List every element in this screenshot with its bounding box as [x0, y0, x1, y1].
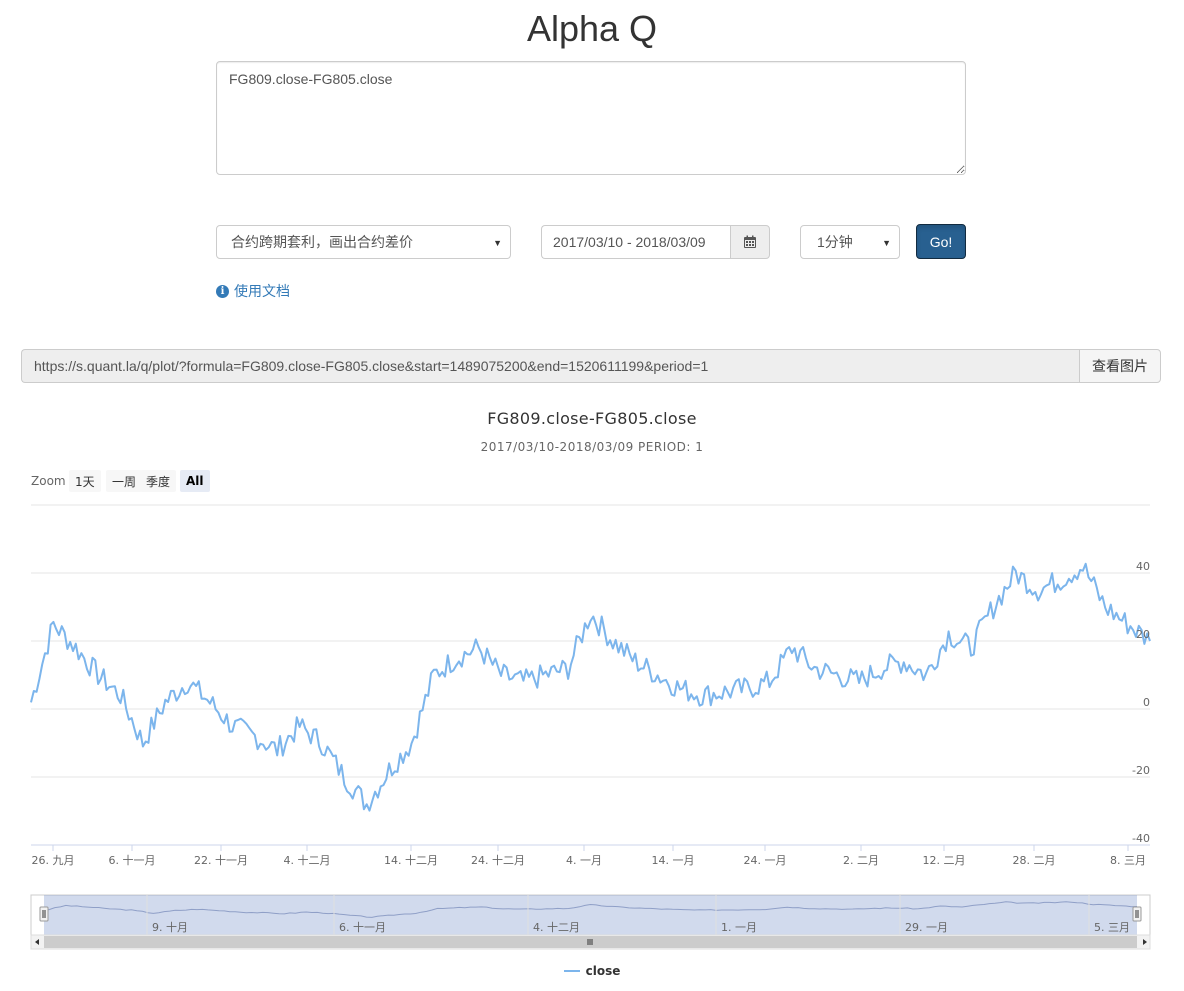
formula-input[interactable] [216, 61, 966, 175]
date-range-picker[interactable]: 2017/03/10 - 2018/03/09 [541, 225, 770, 259]
legend-label: close [585, 964, 621, 978]
chart-subtitle: 2017/03/10-2018/03/09 PERIOD: 1 [480, 440, 704, 454]
chart: 40 20 0 -20 -40 26. 九月 6. 十一月 22. 十一月 4. 十二月 14.… [30, 504, 1151, 950]
navigator-mask [44, 895, 1137, 935]
zoom-1d-button[interactable]: 1天 [69, 470, 101, 492]
plot-url-input[interactable]: https://s.quant.la/q/plot/?formula=FG809… [21, 349, 1079, 383]
scroll-right-arrow-icon[interactable] [1143, 939, 1147, 945]
navigator-tick-label: 6. 十一月 [339, 920, 386, 934]
x-tick-label: 14. 一月 [652, 854, 695, 867]
view-image-button[interactable]: 查看图片 [1079, 349, 1161, 383]
x-tick-label: 12. 二月 [923, 854, 966, 867]
navigator-tick-label: 4. 十二月 [533, 920, 580, 934]
grid [31, 504, 1150, 846]
navigator-tick-label: 29. 一月 [905, 921, 948, 934]
scroll-left-arrow-icon[interactable] [35, 939, 39, 945]
calendar-button[interactable] [730, 225, 770, 259]
x-tick-label: 26. 九月 [32, 854, 75, 867]
y-tick-label: -40 [1132, 832, 1150, 845]
doc-link-label: 使用文档 [234, 283, 290, 299]
series-line [30, 562, 1151, 812]
doc-link[interactable]: i 使用文档 [216, 281, 290, 301]
navigator-series [43, 901, 1138, 918]
legend[interactable]: close [0, 964, 1184, 978]
x-tick-label: 28. 二月 [1013, 854, 1056, 867]
calendar-icon [744, 235, 756, 248]
x-tick-label: 8. 三月 [1110, 854, 1146, 867]
date-range-input[interactable]: 2017/03/10 - 2018/03/09 [541, 225, 730, 259]
strategy-select-value: 合约跨期套利，画出合约差价 [231, 234, 413, 250]
info-circle-icon: i [216, 284, 229, 298]
x-tick-label: 24. 一月 [744, 854, 787, 867]
period-select-value: 1分钟 [817, 234, 853, 250]
x-tick-label: 22. 十一月 [194, 853, 248, 867]
series-close [30, 562, 1151, 812]
navigator-right-handle[interactable] [1132, 906, 1142, 922]
navigator[interactable]: 9. 十月 6. 十一月 4. 十二月 1. 一月 29. 一月 5. 三月 [30, 894, 1151, 950]
x-tick-label: 14. 十二月 [384, 853, 438, 867]
period-select[interactable]: 1分钟 ▼ [800, 225, 900, 259]
url-bar: https://s.quant.la/q/plot/?formula=FG809… [21, 349, 1161, 383]
y-tick-label: 20 [1136, 628, 1150, 641]
x-tick-label: 2. 二月 [843, 854, 879, 867]
zoom-all-button[interactable]: All [180, 470, 210, 492]
zoom-label: Zoom [31, 474, 66, 488]
zoom-1w-button[interactable]: 一周 [106, 470, 143, 492]
y-tick-label: 40 [1136, 560, 1150, 573]
strategy-select[interactable]: 合约跨期套利，画出合约差价 ▼ [216, 225, 511, 259]
y-tick-label: 0 [1143, 696, 1150, 709]
navigator-tick-label: 1. 一月 [721, 921, 757, 934]
x-axis: 26. 九月 6. 十一月 22. 十一月 4. 十二月 14. 十二月 24. 十二月 4… [32, 845, 1146, 867]
legend-swatch [563, 970, 580, 972]
go-button[interactable]: Go! [916, 224, 966, 259]
app-title: Alpha Q [526, 8, 658, 49]
caret-down-icon: ▼ [493, 238, 502, 248]
zoom-quarter-button[interactable]: 季度 [140, 470, 177, 492]
x-tick-label: 6. 十一月 [109, 853, 156, 867]
x-tick-label: 24. 十二月 [471, 853, 525, 867]
navigator-left-handle[interactable] [39, 906, 49, 922]
navigator-tick-label: 5. 三月 [1094, 921, 1130, 934]
y-axis: 40 20 0 -20 -40 [1132, 560, 1150, 845]
x-tick-label: 4. 十二月 [284, 853, 331, 867]
chart-title: FG809.close-FG805.close [487, 409, 697, 428]
x-tick-label: 4. 一月 [566, 854, 602, 867]
y-tick-label: -20 [1132, 764, 1150, 777]
caret-down-icon: ▼ [882, 238, 891, 248]
navigator-tick-label: 9. 十月 [152, 920, 188, 934]
